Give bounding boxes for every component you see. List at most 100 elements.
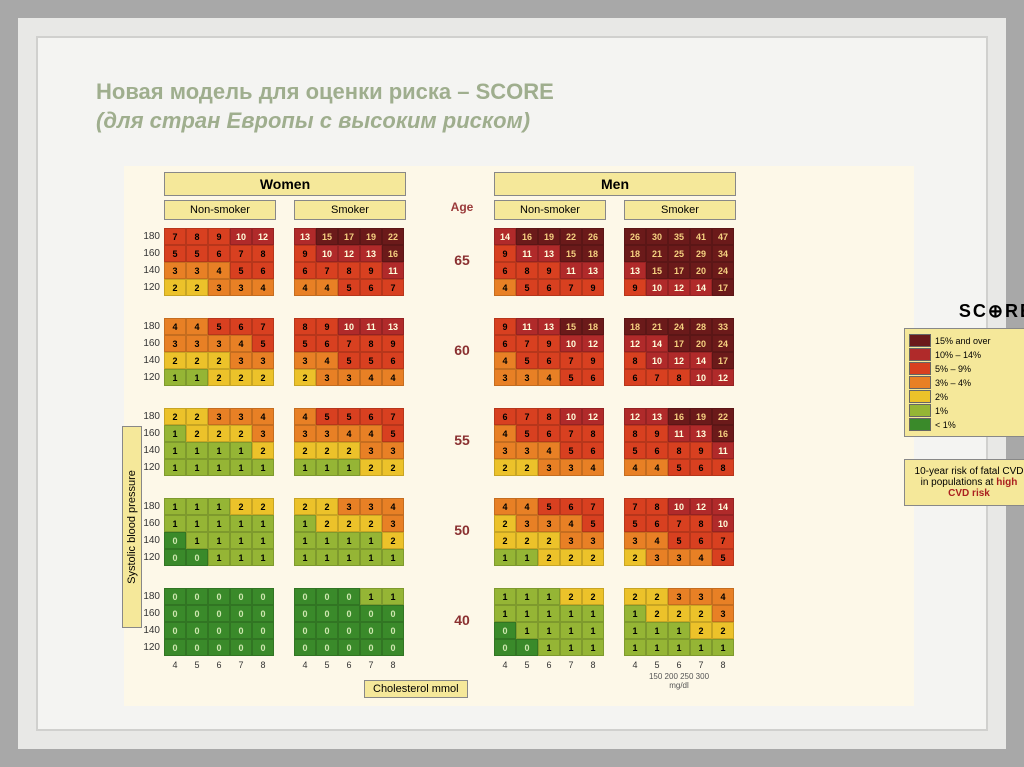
risk-cell: 8 [538, 408, 560, 425]
risk-cell: 0 [294, 605, 316, 622]
risk-cell: 2 [516, 532, 538, 549]
legend-swatch [909, 348, 931, 361]
risk-cell: 0 [164, 639, 186, 656]
risk-cell: 12 [624, 408, 646, 425]
risk-cell: 0 [494, 639, 516, 656]
risk-cell: 8 [668, 442, 690, 459]
risk-cell: 2 [538, 532, 560, 549]
risk-cell: 6 [208, 245, 230, 262]
risk-cell: 9 [208, 228, 230, 245]
risk-cell: 3 [494, 369, 516, 386]
risk-cell: 4 [164, 318, 186, 335]
risk-cell: 3 [186, 335, 208, 352]
risk-cell: 12 [252, 228, 274, 245]
risk-cell: 1 [624, 622, 646, 639]
risk-cell: 1 [560, 622, 582, 639]
age-header: Age [442, 200, 482, 214]
risk-cell: 1 [494, 588, 516, 605]
risk-cell: 11 [560, 262, 582, 279]
risk-cell: 1 [560, 605, 582, 622]
risk-cell: 14 [690, 352, 712, 369]
legend-swatch [909, 418, 931, 431]
risk-cell: 1 [164, 515, 186, 532]
risk-cell: 7 [230, 245, 252, 262]
bp-label: 160 [138, 248, 160, 259]
risk-cell: 1 [230, 515, 252, 532]
risk-cell: 15 [560, 245, 582, 262]
risk-cell: 0 [252, 588, 274, 605]
risk-cell: 18 [624, 318, 646, 335]
risk-cell: 4 [252, 408, 274, 425]
risk-cell: 0 [382, 622, 404, 639]
cholesterol-mmol: 8 [582, 660, 604, 670]
risk-cell: 2 [646, 605, 668, 622]
risk-cell: 5 [338, 408, 360, 425]
risk-cell: 24 [712, 335, 734, 352]
legend-swatch [909, 362, 931, 375]
risk-cell: 10 [560, 335, 582, 352]
risk-cell: 6 [494, 262, 516, 279]
risk-cell: 1 [624, 639, 646, 656]
risk-cell: 2 [382, 532, 404, 549]
risk-cell: 33 [712, 318, 734, 335]
risk-cell: 0 [316, 622, 338, 639]
bp-label: 120 [138, 462, 160, 473]
risk-cell: 2 [338, 442, 360, 459]
risk-cell: 3 [208, 279, 230, 296]
risk-cell: 1 [186, 369, 208, 386]
risk-cell: 2 [646, 588, 668, 605]
risk-cell: 29 [690, 245, 712, 262]
risk-cell: 12 [668, 279, 690, 296]
risk-cell: 10 [712, 515, 734, 532]
risk-cell: 2 [338, 515, 360, 532]
risk-cell: 17 [668, 335, 690, 352]
risk-cell: 6 [538, 425, 560, 442]
age-label: 40 [442, 612, 482, 628]
risk-cell: 2 [690, 605, 712, 622]
risk-cell: 1 [208, 498, 230, 515]
cholesterol-mmol: 8 [252, 660, 274, 670]
risk-cell: 11 [516, 245, 538, 262]
risk-cell: 0 [208, 622, 230, 639]
risk-cell: 3 [516, 369, 538, 386]
risk-cell: 7 [668, 515, 690, 532]
risk-cell: 13 [538, 318, 560, 335]
risk-cell: 8 [186, 228, 208, 245]
legend-row: 3% – 4% [909, 376, 1024, 389]
risk-cell: 4 [494, 425, 516, 442]
risk-cell: 1 [382, 549, 404, 566]
risk-cell: 0 [316, 605, 338, 622]
legend-label: 10% – 14% [935, 350, 981, 360]
risk-cell: 7 [316, 262, 338, 279]
risk-cell: 1 [164, 369, 186, 386]
cholesterol-mmol: 5 [186, 660, 208, 670]
legend-row: 1% [909, 404, 1024, 417]
risk-cell: 2 [582, 588, 604, 605]
cholesterol-label: Cholesterol mmol [364, 680, 468, 698]
risk-cell: 3 [560, 459, 582, 476]
risk-cell: 17 [338, 228, 360, 245]
risk-cell: 1 [516, 549, 538, 566]
risk-description: 10-year risk of fatal CVD in populations… [904, 459, 1024, 506]
risk-cell: 9 [624, 279, 646, 296]
risk-cell: 18 [582, 318, 604, 335]
risk-cell: 5 [516, 425, 538, 442]
risk-cell: 9 [538, 335, 560, 352]
cholesterol-mmol: 6 [668, 660, 690, 670]
risk-cell: 6 [582, 369, 604, 386]
risk-cell: 17 [668, 262, 690, 279]
risk-cell: 2 [624, 588, 646, 605]
risk-cell: 1 [624, 605, 646, 622]
risk-cell: 5 [338, 352, 360, 369]
risk-cell: 8 [668, 369, 690, 386]
subhdr-w-ns: Non-smoker [164, 200, 276, 220]
risk-cell: 3 [668, 588, 690, 605]
risk-cell: 6 [494, 335, 516, 352]
risk-cell: 19 [690, 408, 712, 425]
risk-cell: 10 [668, 498, 690, 515]
risk-cell: 0 [230, 588, 252, 605]
risk-cell: 1 [338, 532, 360, 549]
risk-cell: 22 [712, 408, 734, 425]
legend-label: < 1% [935, 420, 956, 430]
risk-cell: 13 [646, 408, 668, 425]
